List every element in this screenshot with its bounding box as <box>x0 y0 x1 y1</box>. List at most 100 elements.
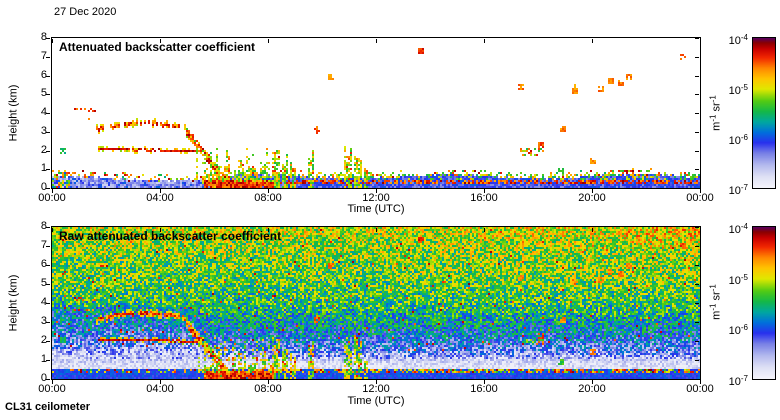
x-tick-label: 04:00 <box>146 192 174 204</box>
colorbar-tick-label: 10-4 <box>728 33 748 47</box>
axis-tick <box>268 189 269 193</box>
axis-tick <box>46 169 50 171</box>
x-tick-label: 12:00 <box>362 383 390 395</box>
y-tick-label: 2 <box>40 143 47 156</box>
axis-tick <box>46 303 50 304</box>
y-tick-label: 6 <box>40 68 47 81</box>
axis-tick <box>695 94 699 96</box>
axis-tick <box>695 150 699 152</box>
axis-tick <box>160 228 161 232</box>
axis-tick <box>695 113 699 114</box>
bottom-heatmap-canvas <box>52 227 700 379</box>
x-tick-label: 16:00 <box>470 192 498 204</box>
axis-tick <box>695 303 699 304</box>
x-tick-label: 00:00 <box>38 383 66 395</box>
axis-tick <box>695 75 699 77</box>
y-tick-label: 2 <box>40 334 47 346</box>
x-tick-label: 08:00 <box>254 192 282 204</box>
bottom-panel-title: Raw attenuated backscatter coefficient <box>59 229 282 243</box>
axis-tick <box>695 188 699 189</box>
y-tick-label: 7 <box>40 239 47 251</box>
x-tick-label: 00:00 <box>38 192 66 204</box>
x-tick-label: 00:00 <box>686 192 714 204</box>
axis-tick <box>160 380 161 384</box>
axis-tick <box>695 56 699 58</box>
colorbar-tick-label: 10-5 <box>728 272 748 287</box>
axis-tick <box>46 94 50 96</box>
axis-tick <box>268 39 269 43</box>
y-tick-label: 1 <box>40 353 47 365</box>
axis-tick <box>46 265 50 266</box>
axis-tick <box>695 341 699 342</box>
top-panel-title: Attenuated backscatter coefficient <box>59 40 256 54</box>
axis-tick <box>46 150 50 152</box>
x-tick-label: 04:00 <box>146 383 174 395</box>
axis-tick <box>695 169 699 171</box>
axis-tick <box>700 380 701 384</box>
axis-tick <box>484 189 485 193</box>
axis-tick <box>376 189 377 193</box>
colorbar-top <box>752 37 776 189</box>
axis-tick <box>46 341 50 342</box>
x-tick-label: 20:00 <box>578 383 606 395</box>
axis-tick <box>52 228 53 232</box>
colorbar-unit-label-bottom: m-1 sr-1 <box>708 284 723 320</box>
y-tick-label: 6 <box>40 258 47 270</box>
colorbar-bottom <box>752 226 776 380</box>
axis-tick <box>695 246 699 247</box>
axis-tick <box>52 189 53 193</box>
x-tick-label: 00:00 <box>686 383 714 395</box>
height-axis-label-top: Height (km) <box>7 84 20 142</box>
axis-tick <box>695 227 699 228</box>
axis-tick <box>52 39 53 43</box>
bottom-panel-heatmap: Raw attenuated backscatter coefficient <box>51 226 701 380</box>
axis-tick <box>160 189 161 193</box>
axis-tick <box>695 322 699 323</box>
axis-tick <box>46 322 50 323</box>
axis-tick <box>700 228 701 232</box>
axis-tick <box>484 228 485 232</box>
axis-tick <box>592 189 593 193</box>
y-tick-label: 1 <box>40 162 47 175</box>
y-tick-label: 5 <box>40 87 47 100</box>
axis-tick <box>592 380 593 384</box>
axis-tick <box>695 284 699 285</box>
axis-tick <box>376 380 377 384</box>
axis-tick <box>46 246 50 247</box>
axis-tick <box>484 39 485 43</box>
axis-tick <box>268 380 269 384</box>
axis-tick <box>592 228 593 232</box>
colorbar-tick-label: 10-6 <box>728 133 748 147</box>
colorbar-top-canvas <box>753 38 775 188</box>
y-tick-label: 8 <box>40 31 47 43</box>
axis-tick <box>46 379 50 380</box>
y-tick-label: 4 <box>40 296 47 308</box>
x-tick-label: 12:00 <box>362 192 390 204</box>
y-tick-label: 7 <box>40 49 47 62</box>
top-heatmap-canvas <box>52 38 700 188</box>
axis-tick <box>695 360 699 361</box>
y-tick-label: 0 <box>40 372 47 384</box>
y-tick-label: 3 <box>40 315 47 327</box>
axis-tick <box>695 265 699 266</box>
colorbar-tick-label: 10-7 <box>728 374 748 388</box>
date-label: 27 Dec 2020 <box>54 6 117 18</box>
axis-tick <box>695 131 699 133</box>
colorbar-tick-label: 10-6 <box>728 323 748 338</box>
axis-tick <box>52 380 53 384</box>
axis-tick <box>695 38 699 39</box>
y-tick-label: 5 <box>40 277 47 289</box>
colorbar-tick-label: 10-7 <box>728 183 748 197</box>
colorbar-tick-label: 10-4 <box>728 222 748 236</box>
axis-tick <box>46 188 50 189</box>
x-tick-label: 20:00 <box>578 192 606 204</box>
axis-tick <box>46 113 50 114</box>
axis-tick <box>46 131 50 133</box>
time-axis-label-bottom: Time (UTC) <box>347 395 405 407</box>
axis-tick <box>46 360 50 361</box>
axis-tick <box>46 56 50 58</box>
axis-tick <box>700 189 701 193</box>
colorbar-unit-label-top: m-1 sr-1 <box>708 95 723 131</box>
colorbar-tick-label: 10-5 <box>728 83 748 97</box>
